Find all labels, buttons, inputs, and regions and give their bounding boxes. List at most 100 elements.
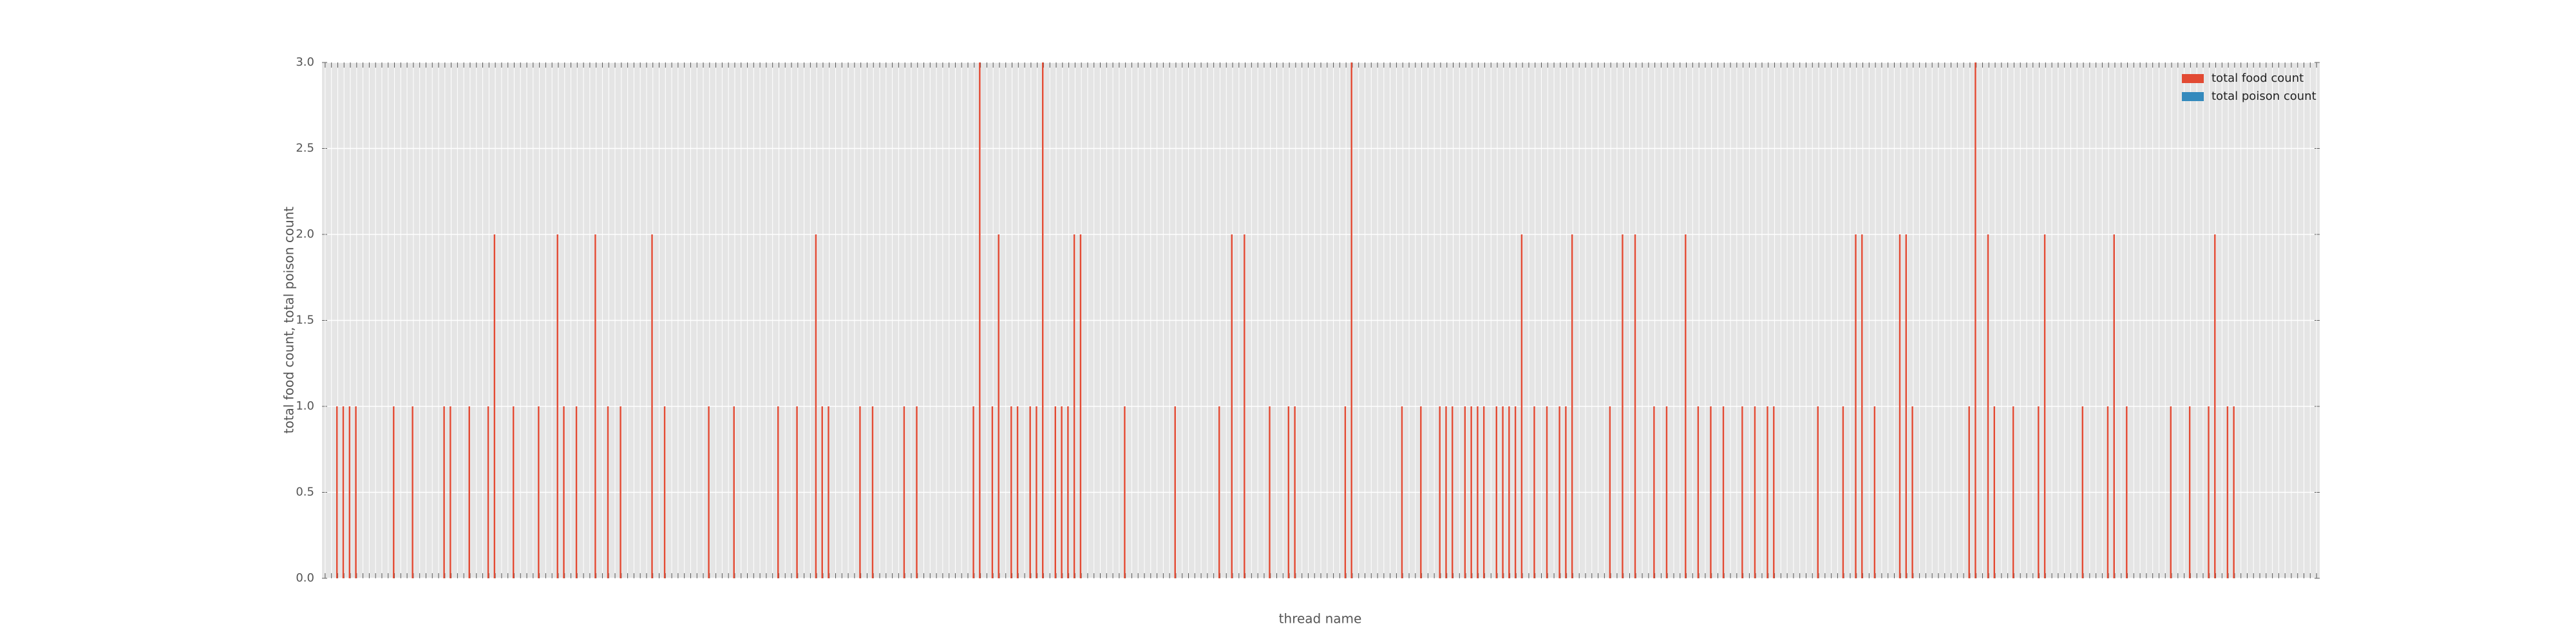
y-tick-label: 2.5 [296, 142, 314, 155]
bar [1054, 406, 1057, 578]
bar [620, 406, 621, 578]
bar [1029, 406, 1031, 578]
bar [2126, 406, 2128, 578]
bar [1622, 234, 1624, 578]
bar [538, 406, 540, 578]
bar [1470, 406, 1472, 578]
bar [1533, 406, 1535, 578]
bar [1495, 406, 1497, 578]
bar [336, 406, 338, 578]
bar [348, 406, 351, 578]
bar [1016, 406, 1019, 578]
bar [796, 406, 798, 578]
y-axis-label: total food count, total poison count [281, 207, 297, 434]
y-tick-label: 2.0 [296, 227, 314, 241]
bar [1741, 406, 1743, 578]
bar [1041, 62, 1044, 578]
bar [1817, 406, 1819, 578]
bar [1036, 406, 1037, 578]
bar [733, 406, 735, 578]
bar [1975, 62, 1976, 578]
bar [1653, 406, 1655, 578]
bar [556, 234, 558, 578]
bar [1010, 406, 1012, 578]
bar [607, 406, 609, 578]
legend: total food count total poison count [2182, 71, 2316, 103]
bar [1773, 406, 1775, 578]
bar [493, 234, 496, 578]
bar [1665, 406, 1668, 578]
bar [342, 406, 345, 578]
bar [443, 406, 445, 578]
bar [1244, 234, 1245, 578]
bar [1899, 234, 1901, 578]
legend-label: total food count [2211, 71, 2304, 85]
legend-swatch [2182, 92, 2204, 101]
bar [563, 406, 565, 578]
bar [1873, 406, 1876, 578]
bar [2188, 406, 2191, 578]
bar [871, 406, 874, 578]
bar [1905, 234, 1908, 578]
bar [393, 406, 395, 578]
y-tick-label: 1.0 [296, 399, 314, 413]
bar [468, 406, 470, 578]
bar [1067, 406, 1069, 578]
bar [1287, 406, 1290, 578]
bar [828, 406, 829, 578]
bar [1842, 406, 1844, 578]
bar [450, 406, 451, 578]
bar [1061, 406, 1063, 578]
bar [1520, 234, 1523, 578]
bar [1269, 406, 1271, 578]
bar [1861, 234, 1863, 578]
bar [1987, 234, 1989, 578]
bar [1231, 234, 1233, 578]
bar [1294, 406, 1296, 578]
bar [821, 406, 823, 578]
bar [513, 406, 515, 578]
bar [903, 406, 905, 578]
bar [1482, 406, 1485, 578]
bar [575, 406, 578, 578]
y-tick-label: 0.5 [296, 486, 314, 499]
bar [1855, 234, 1857, 578]
bar [998, 234, 999, 578]
bar [2214, 234, 2216, 578]
bar [1968, 406, 1970, 578]
bar [1124, 406, 1126, 578]
bar [2170, 406, 2172, 578]
y-tick-label: 0.0 [296, 571, 314, 585]
bar [1218, 406, 1220, 578]
bar [1508, 406, 1510, 578]
bar [1710, 406, 1712, 578]
bar [1754, 406, 1756, 578]
bar [487, 406, 489, 578]
bar [1697, 406, 1700, 578]
legend-swatch [2182, 74, 2204, 83]
bar [916, 406, 918, 578]
bar [979, 62, 981, 578]
bar [663, 406, 666, 578]
bar [355, 406, 357, 578]
bar [1445, 406, 1447, 578]
y-tick-label: 1.5 [296, 314, 314, 327]
bar [2113, 234, 2115, 578]
bar [2208, 406, 2210, 578]
bar [1609, 406, 1611, 578]
bar [2226, 406, 2229, 578]
bar [2038, 406, 2040, 578]
bar [777, 406, 779, 578]
bar [1464, 406, 1466, 578]
bar [1911, 406, 1913, 578]
bar [1514, 406, 1517, 578]
bar [1439, 406, 1441, 578]
bar [2107, 406, 2109, 578]
bar [708, 406, 710, 578]
bar [1073, 234, 1075, 578]
bar [1571, 234, 1573, 578]
bar [1722, 406, 1725, 578]
bar [1558, 406, 1560, 578]
legend-label: total poison count [2211, 90, 2316, 103]
bar [1685, 234, 1687, 578]
